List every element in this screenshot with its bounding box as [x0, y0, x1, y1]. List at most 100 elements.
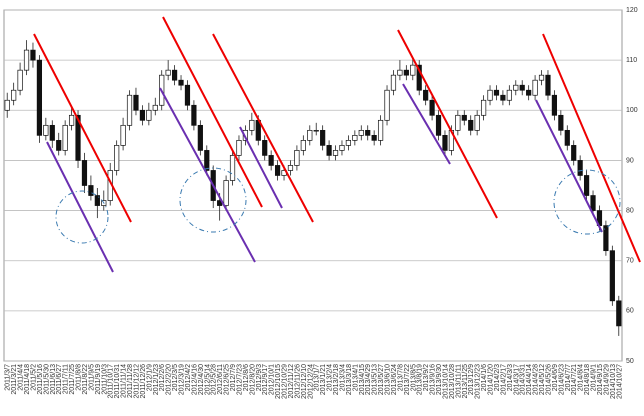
candle-body: [287, 165, 294, 171]
trend-line: [33, 33, 132, 223]
x-tick-label: 2014/2/17: [500, 364, 507, 395]
candle-body: [300, 140, 306, 151]
x-tick-label: 2012/2/6: [159, 364, 166, 391]
y-tick-label: 110: [626, 57, 637, 64]
x-tick-label: 2013/9/30: [436, 364, 443, 395]
x-tick-label: 2012/6/11: [217, 364, 224, 395]
x-tick-label: 2013/5/27: [378, 364, 385, 395]
candle-body: [11, 89, 17, 101]
candle-body: [538, 74, 545, 81]
candle-body: [416, 64, 422, 91]
x-tick-label: 2011/11/14: [121, 364, 128, 398]
x-tick-label: 2011/9/5: [88, 364, 95, 391]
x-tick-label: 2011/4/4: [18, 364, 25, 391]
x-tick-label: 2014/3/17: [513, 364, 520, 395]
candle-body: [577, 160, 583, 176]
y-tick-label: 50: [626, 358, 634, 365]
x-tick-label: 2012/11/26: [294, 364, 301, 399]
x-tick-label: 2011/8/8: [76, 364, 83, 391]
x-tick-label: 2014/9/1: [591, 364, 598, 391]
candle-body: [120, 124, 126, 146]
x-tick-label: 2012/3/5: [172, 364, 179, 391]
x-tick-label: 2014/10/27: [616, 364, 623, 399]
x-tick-label: 2012/4/16: [191, 364, 198, 395]
x-tick-label: 2012/4/30: [198, 364, 205, 395]
x-tick-label: 2011/5/2: [30, 364, 37, 391]
x-tick-label: 2013/3/18: [346, 364, 353, 395]
x-tick-label: 2011/5/30: [43, 364, 50, 395]
candle-body: [307, 129, 313, 141]
x-tick-label: 2013/6/24: [391, 364, 398, 395]
candle-body: [320, 129, 326, 146]
candle-body: [229, 155, 236, 181]
y-tick-label: 80: [626, 207, 634, 214]
candle-body: [56, 140, 62, 151]
candle-body: [178, 79, 184, 86]
candle-body: [583, 175, 590, 196]
x-tick-label: 2011/12/12: [133, 364, 140, 399]
candle-body: [345, 140, 352, 146]
y-tick-label: 100: [626, 107, 638, 114]
x-tick-label: 2014/5/26: [545, 364, 552, 395]
x-tick-label: 2013/9/16: [430, 364, 437, 395]
x-tick-label: 2013/5/13: [372, 364, 379, 395]
x-tick-label: 2012/5/28: [211, 364, 218, 395]
trend-line: [46, 141, 114, 273]
candle-body: [30, 49, 36, 61]
candle-body: [262, 140, 268, 156]
candle-body: [358, 129, 364, 136]
trend-line: [239, 126, 283, 209]
candle-body: [268, 155, 274, 166]
candle-body: [365, 129, 371, 136]
candle-body: [487, 89, 493, 101]
y-tick-label: 120: [626, 7, 638, 14]
x-tick-label: 2014/3/31: [520, 364, 527, 395]
candle-body: [519, 84, 525, 91]
candle-body: [274, 165, 281, 176]
x-tick-label: 2013/8/19: [417, 364, 424, 395]
x-tick-label: 2013/2/18: [333, 364, 340, 395]
x-tick-label: 2012/10/15: [275, 364, 282, 399]
candle-body: [377, 119, 384, 141]
candle-body: [558, 114, 564, 131]
x-tick-label: 2012/9/17: [262, 364, 269, 395]
candle-body: [4, 99, 10, 111]
highlight-circle: [553, 169, 621, 235]
x-tick-label: 2013/9/2: [423, 364, 430, 391]
candle-body: [390, 74, 397, 91]
candle-body: [191, 104, 197, 126]
candle-body: [197, 124, 203, 151]
candle-body: [43, 124, 49, 136]
x-tick-label: 2014/7/7: [565, 364, 572, 391]
x-tick-label: 2014/5/12: [539, 364, 546, 395]
x-tick-label: 2013/2/4: [327, 364, 334, 391]
candle-body: [49, 124, 55, 141]
x-tick-label: 2014/1/20: [488, 364, 495, 395]
x-tick-label: 2014/10/13: [610, 364, 617, 399]
x-tick-label: 2013/4/15: [359, 364, 366, 395]
x-tick-label: 2012/10/29: [282, 364, 289, 399]
candle-body: [165, 69, 171, 76]
candle-body: [326, 145, 332, 156]
x-tick-label: 2012/7/23: [236, 364, 243, 395]
annotations: [33, 16, 641, 273]
candle-body: [62, 124, 68, 151]
x-tick-label: 2011/12/26: [140, 364, 147, 399]
x-tick-label: 2012/7/9: [230, 364, 237, 391]
trend-line: [397, 29, 498, 219]
y-tick-label: 60: [626, 308, 634, 315]
candle-body: [249, 119, 255, 131]
candle-body: [410, 64, 416, 76]
x-tick-label: 2011/10/31: [114, 364, 121, 399]
x-tick-label: 2011/10/3: [101, 364, 108, 395]
trend-line: [542, 33, 641, 263]
x-tick-label: 2013/12/23: [475, 364, 482, 399]
x-tick-label: 2013/10/14: [442, 364, 449, 399]
x-tick-label: 2011/4/18: [24, 364, 31, 395]
candle-body: [571, 145, 577, 161]
x-tick-label: 2012/9/3: [256, 364, 263, 391]
candle-body: [294, 150, 300, 166]
candle-body: [435, 114, 442, 136]
